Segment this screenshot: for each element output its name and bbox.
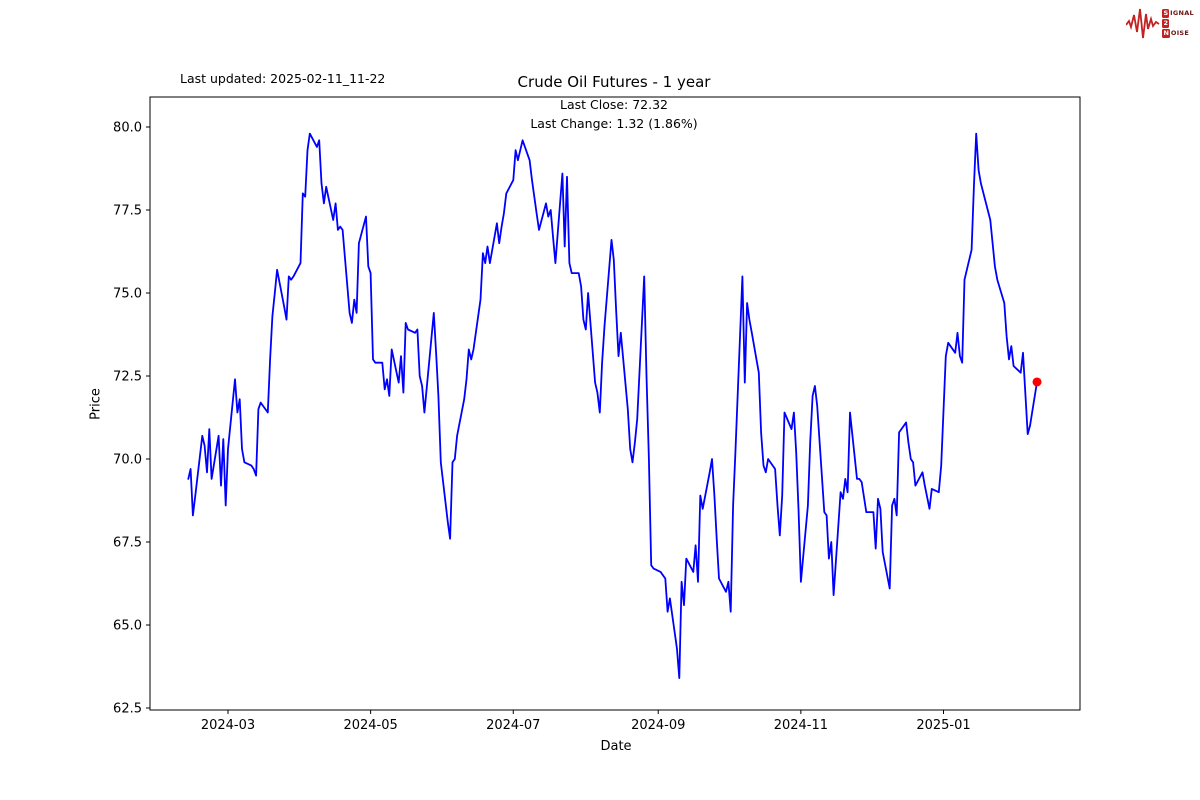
x-tick-label: 2024-11 <box>774 718 828 733</box>
plot-border <box>149 96 1081 711</box>
logo-letter-2: 2 <box>1162 18 1169 28</box>
logo-word-ignal: IGNAL <box>1170 8 1194 17</box>
chart-title: Crude Oil Futures - 1 year <box>517 73 711 91</box>
y-tick-label: 77.5 <box>113 204 142 219</box>
logo-word-oise: OISE <box>1170 28 1190 37</box>
x-tick-label: 2025-01 <box>916 718 970 733</box>
y-tick-label: 62.5 <box>113 702 142 717</box>
last-updated-text: Last updated: 2025-02-11_11-22 <box>180 71 386 86</box>
last-close-text: Last Close: 72.32 <box>559 97 669 112</box>
chart-annotation: Last Close: 72.32 Last Change: 1.32 (1.8… <box>530 95 697 133</box>
y-tick-label: 67.5 <box>113 536 142 551</box>
logo-waveform-icon <box>1126 8 1160 39</box>
x-axis-label: Date <box>600 739 632 754</box>
x-tick-label: 2024-05 <box>343 718 397 733</box>
last-close-marker <box>1032 377 1042 387</box>
y-tick-label: 70.0 <box>113 453 142 468</box>
x-tick-label: 2024-07 <box>486 718 540 733</box>
y-tick-label: 80.0 <box>113 121 142 136</box>
x-tick-label: 2024-09 <box>631 718 685 733</box>
x-tick-label: 2024-03 <box>201 718 255 733</box>
y-tick-label: 65.0 <box>113 619 142 634</box>
logo-letter-n: N <box>1162 28 1170 38</box>
logo-text: S IGNAL 2 N OISE <box>1162 8 1194 38</box>
price-line <box>187 132 1038 679</box>
last-change-text: Last Change: 1.32 (1.86%) <box>530 116 698 131</box>
signal2noise-logo: S IGNAL 2 N OISE <box>1126 5 1194 41</box>
y-tick-label: 75.0 <box>113 287 142 302</box>
y-tick-label: 72.5 <box>113 370 142 385</box>
logo-letter-s: S <box>1162 8 1170 18</box>
